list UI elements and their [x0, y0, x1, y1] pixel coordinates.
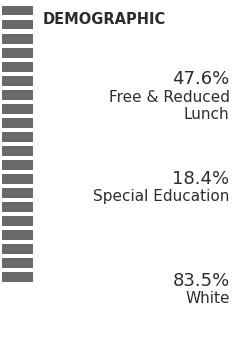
Bar [2, 132, 33, 142]
Bar [2, 48, 33, 58]
Text: Special Education: Special Education [93, 189, 230, 204]
Bar [2, 160, 33, 170]
Bar [2, 76, 33, 86]
Text: White: White [185, 291, 230, 306]
Bar [2, 230, 33, 240]
Bar [2, 20, 33, 29]
Text: Free & Reduced: Free & Reduced [109, 91, 230, 105]
Bar [2, 272, 33, 282]
Bar [2, 216, 33, 226]
Bar [2, 244, 33, 254]
Text: Lunch: Lunch [184, 107, 230, 122]
Text: 83.5%: 83.5% [172, 272, 230, 290]
Text: 47.6%: 47.6% [172, 70, 230, 88]
Text: DEMOGRAPHIC: DEMOGRAPHIC [43, 12, 166, 27]
Bar [2, 202, 33, 212]
Bar [2, 146, 33, 156]
Bar [2, 104, 33, 114]
Bar [2, 174, 33, 184]
Bar [2, 34, 33, 44]
Bar [2, 258, 33, 268]
Bar [2, 6, 33, 15]
Text: 18.4%: 18.4% [172, 169, 230, 188]
Bar [2, 90, 33, 100]
Bar [2, 62, 33, 72]
Bar [2, 118, 33, 128]
Bar [2, 188, 33, 198]
